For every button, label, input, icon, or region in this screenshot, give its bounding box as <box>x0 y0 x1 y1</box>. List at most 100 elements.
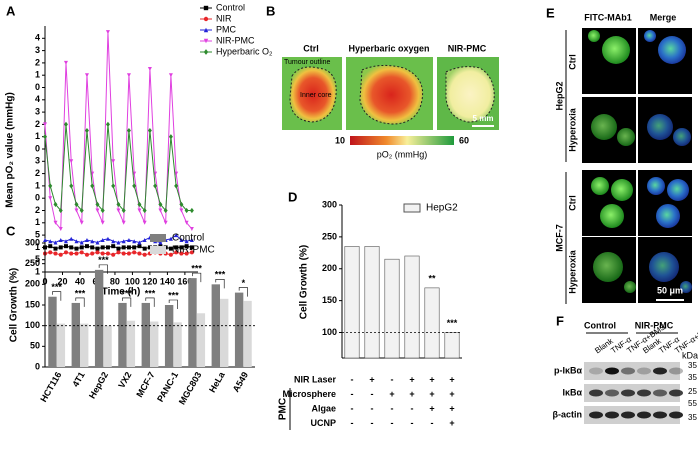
point <box>184 244 189 249</box>
point <box>48 183 53 189</box>
x-tick-label: A549 <box>231 370 250 394</box>
significance-bracket <box>192 272 202 283</box>
point <box>79 220 84 225</box>
panel-e: FITC-MAb1 Merge Ctrl Hyperoxia HepG2 Ctr… <box>554 12 692 304</box>
point <box>158 208 163 213</box>
point <box>95 240 100 245</box>
group-label: MCF-7 <box>554 224 564 252</box>
y-tick-label: 100 <box>322 327 337 337</box>
band-label: p-IκBα <box>554 365 583 375</box>
cell <box>617 128 635 146</box>
legend-label: PMC <box>216 24 237 34</box>
significance: *** <box>191 264 202 274</box>
cell <box>591 177 609 195</box>
significance-bracket <box>238 287 248 297</box>
y-axis-label: Mean pO₂ value (mmHg) <box>5 92 16 208</box>
point <box>90 251 95 256</box>
point <box>74 246 79 251</box>
y-tick-label: 2 <box>35 205 40 215</box>
point <box>153 183 158 189</box>
point <box>184 251 189 256</box>
bar <box>234 292 244 367</box>
point <box>142 220 147 225</box>
group-label: HepG2 <box>554 81 564 110</box>
bar <box>150 321 159 367</box>
band <box>669 389 683 397</box>
x-tick-label: MCF-7 <box>134 370 156 399</box>
point <box>111 183 116 189</box>
point <box>105 245 110 250</box>
point <box>132 183 137 189</box>
point <box>189 207 194 214</box>
band <box>637 389 651 397</box>
point <box>48 239 53 244</box>
point <box>121 251 126 256</box>
cell <box>667 179 689 201</box>
x-tick-label: 140 <box>160 276 175 286</box>
cell <box>644 30 656 42</box>
tumour <box>289 66 337 123</box>
point <box>116 240 121 245</box>
row-label: Microsphere <box>282 389 336 399</box>
band <box>621 367 635 375</box>
bar <box>444 332 460 359</box>
legend-swatch <box>150 246 166 254</box>
point <box>53 251 58 256</box>
micrographs <box>582 28 692 303</box>
point <box>121 207 126 214</box>
bar <box>344 246 360 359</box>
y-tick-label: 1 <box>35 242 40 252</box>
point <box>163 220 168 225</box>
point <box>168 73 173 78</box>
cell: - <box>411 418 414 428</box>
point <box>137 244 142 249</box>
y-tick-label: 4 <box>35 94 40 104</box>
point <box>184 220 189 225</box>
colorbar-title: pO₂ (mmHg) <box>377 149 428 159</box>
point <box>137 240 142 245</box>
point <box>53 240 58 245</box>
column-label: NIR-PMC <box>448 43 487 53</box>
legend-label: Control <box>216 2 245 12</box>
marker-label: 35 <box>688 373 697 382</box>
point <box>53 246 58 251</box>
point <box>69 251 74 256</box>
y-tick-label: 200 <box>322 263 337 273</box>
panel-label: F <box>556 313 564 328</box>
y-tick-label: 5 <box>35 229 40 239</box>
point <box>121 239 126 244</box>
point <box>121 245 126 250</box>
point <box>147 245 152 250</box>
legend-marker <box>203 5 209 11</box>
cell: + <box>389 389 394 399</box>
point <box>147 127 152 134</box>
point <box>189 245 194 250</box>
bar <box>126 320 136 367</box>
colorbar <box>350 136 454 145</box>
band <box>669 367 683 375</box>
bar <box>384 258 400 359</box>
cell: + <box>429 374 434 384</box>
legend-marker <box>203 27 209 33</box>
y-tick-label: 2 <box>35 168 40 178</box>
point <box>90 239 95 244</box>
point <box>111 239 116 244</box>
cell: - <box>351 403 354 413</box>
point <box>168 236 173 241</box>
x-tick-label: PANC-1 <box>155 370 180 403</box>
significance: ** <box>428 273 436 283</box>
row-label: Ctrl <box>567 54 577 70</box>
y-tick-label: 1 <box>35 266 40 276</box>
cell: - <box>371 403 374 413</box>
point <box>58 226 63 231</box>
point <box>100 245 105 250</box>
bar <box>173 322 182 367</box>
cell <box>647 177 665 195</box>
point <box>84 238 89 243</box>
point <box>174 233 179 238</box>
point <box>189 238 194 243</box>
band <box>621 411 635 419</box>
scale-bar-label: 5 mm <box>473 114 494 123</box>
column-label: FITC-MAb1 <box>584 12 632 22</box>
